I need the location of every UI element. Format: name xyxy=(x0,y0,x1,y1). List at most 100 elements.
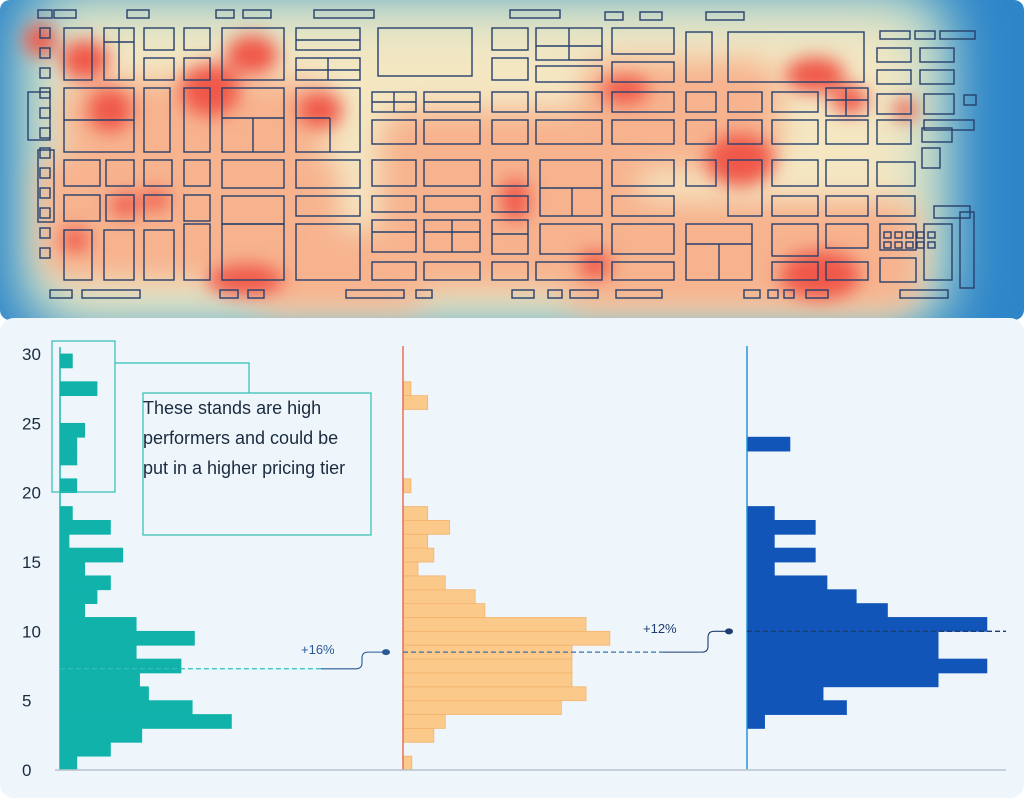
stand xyxy=(63,229,93,281)
stand xyxy=(939,30,976,40)
stand xyxy=(879,257,917,283)
stand xyxy=(371,119,417,145)
stand xyxy=(805,289,829,299)
histogram-bar xyxy=(402,533,429,549)
stand xyxy=(604,11,624,21)
stand xyxy=(423,159,481,187)
stand xyxy=(535,261,603,281)
histogram-bar xyxy=(402,617,587,632)
stand xyxy=(727,31,865,83)
stand xyxy=(491,261,529,281)
y-tick-label: 5 xyxy=(22,692,31,711)
histogram-bar xyxy=(402,714,446,729)
stand xyxy=(727,119,763,145)
histogram-bar xyxy=(746,603,888,618)
histogram-bar xyxy=(59,520,111,535)
stand xyxy=(221,27,285,81)
stand xyxy=(511,289,535,299)
histogram-bar xyxy=(59,741,111,757)
histogram-bar xyxy=(402,575,446,591)
stand xyxy=(825,223,869,249)
stand xyxy=(143,87,171,153)
stand xyxy=(39,167,51,179)
stand xyxy=(143,194,173,222)
stand xyxy=(143,229,175,281)
stand xyxy=(105,159,135,187)
annotation-callout xyxy=(51,340,372,536)
hotspot xyxy=(501,178,529,222)
heatmap-hot-layer xyxy=(24,24,917,299)
histogram-bar xyxy=(59,547,124,563)
hotspot xyxy=(601,76,649,104)
stand xyxy=(825,159,869,187)
stand xyxy=(923,93,955,115)
histogram-bar xyxy=(402,755,413,771)
callout-connector xyxy=(115,362,250,393)
stand xyxy=(727,159,763,217)
y-tick-label: 30 xyxy=(22,345,41,364)
histogram-bar xyxy=(59,617,137,632)
stand xyxy=(423,119,481,145)
histogram-bar xyxy=(746,617,988,632)
histogram-bar xyxy=(402,700,562,715)
histogram-bar xyxy=(59,755,78,771)
histogram-bar xyxy=(746,575,828,591)
stand xyxy=(825,195,869,217)
stand xyxy=(771,159,819,187)
stand xyxy=(611,119,675,145)
stand xyxy=(39,187,51,199)
stand xyxy=(771,223,819,257)
stand xyxy=(295,223,361,281)
stand xyxy=(771,119,819,145)
stand xyxy=(105,194,135,222)
histogram-bar xyxy=(59,478,78,494)
stand xyxy=(615,289,663,299)
stand xyxy=(221,159,285,189)
histogram-bar xyxy=(59,506,73,521)
stand xyxy=(63,159,101,187)
stand xyxy=(377,27,473,77)
histogram-bar xyxy=(402,561,419,577)
stand xyxy=(37,9,53,19)
stand xyxy=(685,91,717,113)
stand xyxy=(215,9,235,19)
histogram-bars xyxy=(59,353,988,771)
stand xyxy=(916,241,925,249)
stand xyxy=(539,223,603,255)
stand xyxy=(685,31,713,83)
stand xyxy=(921,127,953,143)
histogram-bar xyxy=(746,672,939,688)
histogram-bar xyxy=(402,547,435,563)
stand xyxy=(39,107,51,119)
stand xyxy=(894,231,903,239)
hotspot xyxy=(298,92,342,128)
stand xyxy=(767,289,779,299)
comparison-labels: +16% +12% xyxy=(301,621,733,670)
stand xyxy=(883,241,892,249)
stand xyxy=(491,57,529,81)
comparison-label: +16% xyxy=(301,642,335,657)
stand xyxy=(295,87,361,153)
stand xyxy=(39,27,51,39)
stand xyxy=(921,147,941,169)
stand xyxy=(371,219,417,253)
stand xyxy=(569,289,599,299)
stand xyxy=(221,223,285,281)
stand xyxy=(771,195,819,217)
stand xyxy=(39,207,51,219)
stand xyxy=(919,69,955,85)
stand xyxy=(919,47,955,63)
histogram-bar xyxy=(59,672,140,688)
stand xyxy=(727,91,763,113)
stand xyxy=(611,261,675,281)
stand xyxy=(914,30,936,40)
histogram-bar xyxy=(402,506,429,521)
stand xyxy=(143,57,175,81)
annotation-text: These stands are high performers and cou… xyxy=(143,398,346,478)
histogram-bar xyxy=(402,630,611,646)
stand xyxy=(611,159,675,187)
histogram-bar xyxy=(59,589,98,605)
stand xyxy=(39,47,51,59)
